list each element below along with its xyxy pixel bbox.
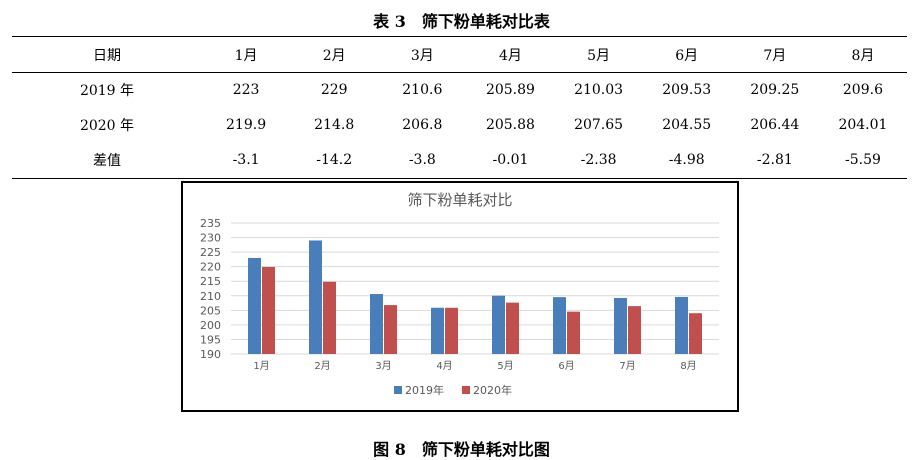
- table-header-row: 日期 1月 2月 3月 4月 5月 6月 7月 8月: [12, 37, 907, 72]
- table-cell: -14.2: [316, 151, 353, 168]
- header-cell: 5月: [587, 47, 611, 64]
- header-cell: 1月: [234, 47, 258, 64]
- header-cell: 2月: [322, 47, 346, 64]
- bar-2020: [689, 313, 702, 354]
- table-cell: 219.9: [226, 116, 267, 133]
- y-tick-label: 200: [200, 319, 221, 332]
- bar-2019: [248, 257, 261, 354]
- table-row: 2019 年 223 229 210.6 205.89 210.03 209.5…: [12, 72, 907, 107]
- table-cell: -5.59: [844, 151, 881, 168]
- header-cell: 4月: [498, 47, 522, 64]
- table-cell: 223: [232, 81, 260, 98]
- legend-label: 2020年: [473, 383, 512, 397]
- table-cell: 206.8: [402, 116, 443, 133]
- chart-gridlines: [231, 222, 719, 355]
- table-cell: 204.01: [838, 116, 888, 133]
- x-tick-label: 5月: [497, 360, 513, 372]
- chart-bars: [248, 240, 702, 354]
- header-cell: 7月: [763, 47, 787, 64]
- table-cell: 209.6: [842, 81, 883, 98]
- chart-legend: 2019年 2020年: [394, 383, 512, 397]
- table-cell: -0.01: [492, 151, 529, 168]
- legend-swatch: [462, 386, 470, 394]
- bar-2020: [323, 281, 336, 354]
- table-top-rule: [12, 36, 907, 37]
- table-cell: 2020 年: [79, 117, 135, 134]
- x-tick-label: 7月: [619, 360, 635, 372]
- bar-2019: [309, 240, 322, 354]
- y-tick-label: 195: [200, 333, 221, 346]
- x-tick-label: 8月: [680, 360, 696, 372]
- y-tick-label: 225: [200, 246, 221, 259]
- table-cell: 差值: [93, 152, 121, 169]
- table-cell: -4.98: [668, 151, 705, 168]
- legend-label: 2019年: [405, 383, 444, 397]
- table-bottom-rule: [12, 178, 907, 179]
- table-cell: 207.65: [574, 116, 624, 133]
- table-cell: 209.25: [750, 81, 800, 98]
- x-tick-label: 6月: [558, 360, 574, 372]
- table-cell: 229: [320, 81, 348, 98]
- x-tick-label: 3月: [375, 360, 391, 372]
- bar-2020: [506, 302, 519, 354]
- x-tick-label: 1月: [253, 360, 269, 372]
- bar-2019: [553, 297, 566, 354]
- bar-2019: [492, 295, 505, 354]
- header-cell: 8月: [851, 47, 875, 64]
- table-cell: 209.53: [662, 81, 712, 98]
- x-axis-ticks: 1月 2月 3月 4月 5月 6月 7月 8月: [253, 360, 696, 372]
- y-tick-label: 210: [200, 290, 221, 303]
- table-cell: 210.03: [574, 81, 624, 98]
- y-tick-label: 235: [200, 217, 221, 230]
- bar-2019: [370, 294, 383, 354]
- table-row: 2020 年 219.9 214.8 206.8 205.88 207.65 2…: [12, 107, 907, 142]
- comparison-table: 日期 1月 2月 3月 4月 5月 6月 7月 8月 2019 年 223 22…: [12, 37, 907, 177]
- table-cell: -2.81: [756, 151, 793, 168]
- table-cell: 210.6: [402, 81, 443, 98]
- y-tick-label: 205: [200, 304, 221, 317]
- bar-2019: [614, 297, 627, 354]
- bar-2020: [567, 311, 580, 354]
- table-cell: 206.44: [750, 116, 800, 133]
- chart-frame: 筛下粉单耗对比 190 195 200 205 210 215 220 225 230 235 1…: [181, 181, 739, 412]
- table-cell: 205.88: [485, 116, 535, 133]
- table-cell: 2019 年: [79, 82, 135, 99]
- y-tick-label: 220: [200, 261, 221, 274]
- table-title: 表 3 筛下粉单耗对比表: [373, 12, 550, 31]
- table-cell: -3.1: [232, 151, 260, 168]
- bar-2020: [384, 305, 397, 354]
- table-header-rule: [12, 72, 907, 73]
- y-tick-label: 215: [200, 275, 221, 288]
- table-cell: 205.89: [485, 81, 535, 98]
- bar-2019: [431, 307, 444, 354]
- table-cell: -2.38: [580, 151, 617, 168]
- figure-caption: 图 8 筛下粉单耗对比图: [373, 440, 550, 459]
- table-cell: 214.8: [314, 116, 355, 133]
- x-tick-label: 4月: [436, 360, 452, 372]
- y-tick-label: 190: [200, 348, 221, 361]
- bar-2020: [628, 306, 641, 354]
- table-cell: -3.8: [408, 151, 436, 168]
- header-cell: 日期: [93, 47, 121, 64]
- bar-2020: [262, 266, 275, 354]
- bar-2019: [675, 296, 688, 354]
- x-tick-label: 2月: [314, 360, 330, 372]
- legend-swatch: [394, 386, 402, 394]
- y-tick-label: 230: [200, 232, 221, 245]
- header-cell: 6月: [675, 47, 699, 64]
- chart-title: 筛下粉单耗对比: [407, 191, 512, 209]
- table-cell: 204.55: [662, 116, 712, 133]
- header-cell: 3月: [410, 47, 434, 64]
- bar-2020: [445, 307, 458, 354]
- table-row: 差值 -3.1 -14.2 -3.8 -0.01 -2.38 -4.98 -2.…: [12, 142, 907, 177]
